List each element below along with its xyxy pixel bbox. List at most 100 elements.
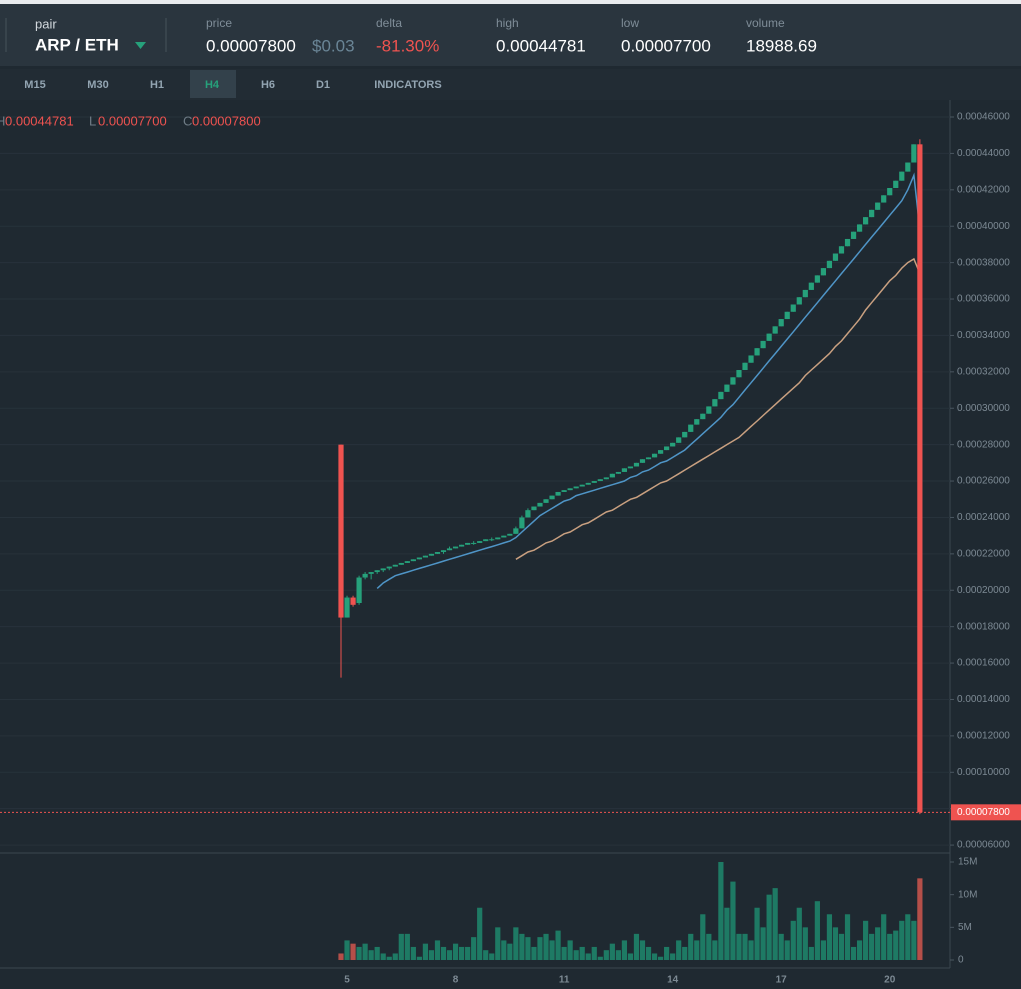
volume-tick-label: 5M [958,922,972,933]
volume-bar [567,940,573,960]
volume-bar [802,927,808,960]
candle-body [796,297,802,305]
candle-body [368,572,374,574]
candle-body [446,548,453,551]
volume-bar [826,914,833,960]
volume-bar [519,933,525,960]
candle-body [404,561,410,563]
volume-bar [416,956,422,960]
tab[interactable]: D1 [316,79,330,91]
volume-bar [440,946,447,960]
candle-body [519,517,525,529]
tab[interactable]: M15 [24,79,45,91]
volume-bar [609,943,615,960]
candle-body [459,544,465,547]
y-tick-label: 0.00032000 [957,366,1010,377]
volume-bar [700,914,706,960]
candle-body [820,268,826,276]
candle-body [645,457,652,460]
volume-bar [754,907,760,960]
volume-bar [573,950,579,960]
volume-bar [615,950,621,960]
tab[interactable]: INDICATORS [374,79,441,91]
candle-body [657,450,664,454]
volume-bar [778,933,784,960]
tab[interactable]: H4 [205,79,220,91]
volume-bar [651,953,658,960]
volume-bar [561,946,567,960]
y-tick-label: 0.00010000 [957,767,1010,778]
volume-bar [579,946,585,960]
volume-bar [386,956,392,960]
candle-body [670,442,676,447]
volume-tick-label: 0 [958,955,964,966]
volume-bar [712,940,718,960]
y-tick-label: 0.00046000 [957,112,1010,123]
tab[interactable]: H1 [150,79,164,91]
stat-label: price [206,16,232,30]
candle-body [549,495,555,500]
candle-body [826,260,833,269]
candle-body [700,413,706,420]
candle-body [555,491,561,496]
candle-body [905,162,911,172]
candle-body [621,468,628,472]
candle-body [651,453,658,458]
volume-bar [350,943,356,960]
candle-body [790,304,796,312]
y-tick-label: 0.00044000 [957,148,1010,159]
volume-bar [772,888,778,960]
candle-body [573,486,579,489]
y-tick-label: 0.00030000 [957,403,1010,414]
candle-body [597,479,603,482]
candle-body [881,195,887,203]
last-price-label: 0.00007800 [957,807,1010,818]
pair-value[interactable]: ARP / ETH [35,35,119,54]
dropdown-caret[interactable] [135,42,146,49]
candle-body [772,326,778,334]
volume-bar [549,940,555,960]
volume-bar [718,862,724,960]
candle-body [440,550,447,553]
legend-value: 0.00007800 [192,113,261,128]
tab[interactable]: H6 [261,79,275,91]
volume-bar [875,927,881,960]
volume-bar [820,940,826,960]
candle-body [525,510,531,518]
volume-bar [362,943,368,960]
volume-bar [537,937,543,960]
candle-body [531,506,537,511]
candle-body [639,459,646,463]
candle-body [513,528,519,534]
volume-bar [863,920,869,960]
stat-secondary: $0.03 [312,36,355,55]
volume-bar [730,881,736,960]
y-tick-label: 0.00014000 [957,694,1010,705]
moving-average [376,172,921,589]
volume-bar [452,943,459,960]
y-tick-label: 0.00020000 [957,585,1010,596]
y-tick-label: 0.00038000 [957,257,1010,268]
volume-bar [501,940,507,960]
volume-bar [633,933,640,960]
candle-body [664,446,670,451]
y-tick-label: 0.00034000 [957,330,1010,341]
candle-body [724,384,730,392]
tab[interactable]: M30 [87,79,108,91]
volume-bar [670,953,676,960]
moving-average [515,257,921,560]
volume-bar [784,940,790,960]
volume-bar [850,946,857,960]
candle-body [416,557,422,560]
candle-body [676,437,682,443]
candle-body [489,539,495,541]
x-tick-label: 8 [453,975,459,986]
y-tick-label: 0.00042000 [957,184,1010,195]
y-tick-label: 0.00022000 [957,548,1010,559]
candle-body [760,340,766,349]
stat-value: -81.30% [376,36,439,55]
candle-body [850,231,857,239]
candle-body [585,482,591,485]
